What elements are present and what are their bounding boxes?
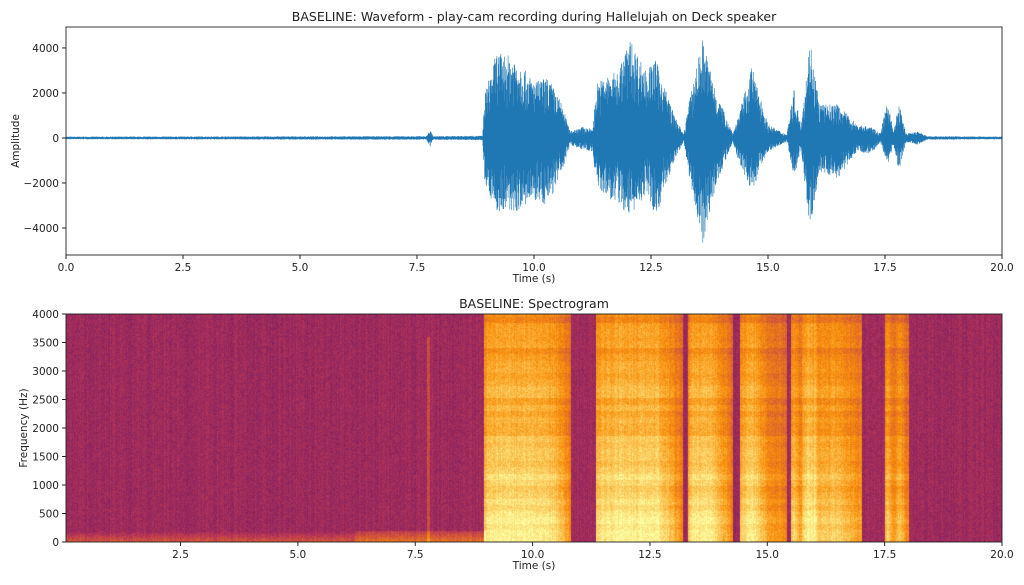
y-tick-label: 3000: [32, 366, 59, 378]
y-tick-label: 3500: [32, 338, 59, 350]
spectrogram-x-axis-label: Time (s): [512, 560, 556, 572]
x-tick-label: 2.5: [175, 262, 192, 274]
waveform-title: BASELINE: Waveform - play-cam recording …: [291, 9, 777, 24]
y-tick-label: 4000: [32, 43, 59, 55]
spectrogram-axes: 2.5 5.0 7.5 10.0 12.5 15.0 17.5 20.0 0 500 1000 150…: [32, 309, 1013, 561]
y-tick-label: 1500: [32, 452, 59, 464]
x-tick-label: 17.5: [873, 262, 896, 274]
y-tick-label: 0: [52, 537, 59, 549]
x-tick-label: 12.5: [639, 262, 662, 274]
spectrogram-image: [66, 314, 1002, 542]
x-tick-label: 15.0: [756, 549, 779, 561]
x-tick-label: 5.0: [292, 262, 309, 274]
x-tick-label: 2.5: [172, 549, 189, 561]
x-tick-label: 17.5: [873, 549, 896, 561]
x-tick-label: 10.0: [522, 262, 545, 274]
y-tick-label: 2000: [32, 423, 59, 435]
y-tick-label: 2000: [32, 88, 59, 100]
y-tick-label: −4000: [23, 223, 59, 235]
y-tick-label: 1000: [32, 480, 59, 492]
y-tick-label: 500: [39, 509, 59, 521]
waveform-line: [65, 40, 1002, 243]
x-tick-label: 12.5: [638, 549, 661, 561]
x-tick-label: 0.0: [58, 262, 75, 274]
y-tick-label: 4000: [32, 309, 59, 321]
x-tick-label: 7.5: [407, 549, 424, 561]
x-tick-label: 20.0: [990, 549, 1013, 561]
x-tick-label: 10.0: [521, 549, 544, 561]
spectrogram-title: BASELINE: Spectrogram: [459, 296, 609, 311]
x-tick-label: 15.0: [756, 262, 779, 274]
x-tick-label: 20.0: [990, 262, 1013, 274]
waveform-x-axis-label: Time (s): [512, 273, 556, 285]
spectrogram-axes-frame: [65, 313, 1003, 543]
y-tick-label: −2000: [23, 178, 59, 190]
y-tick-label: 0: [52, 133, 59, 145]
x-tick-label: 5.0: [290, 549, 307, 561]
waveform-plot: 0.0 2.5 5.0 7.5 10.0 12.5 15.0 17.5 20.0 4000 2000…: [23, 26, 1014, 274]
x-tick-label: 7.5: [409, 262, 426, 274]
y-tick-label: 2500: [32, 395, 59, 407]
